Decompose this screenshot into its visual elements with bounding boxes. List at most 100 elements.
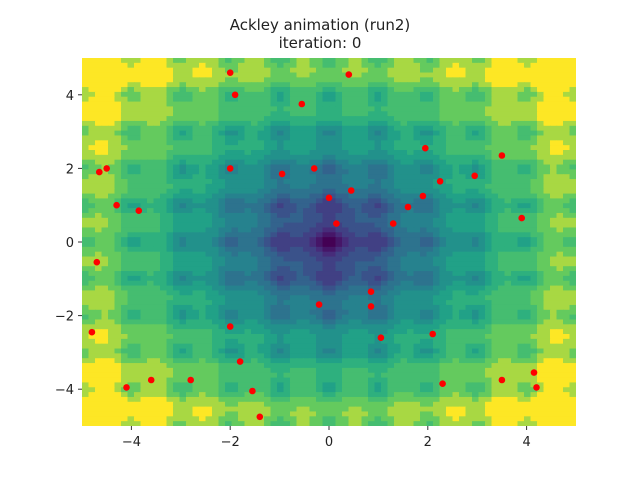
contour-cell [192, 334, 200, 340]
contour-cell [270, 246, 278, 253]
contour-cell [283, 164, 291, 170]
contour-cell [186, 348, 194, 354]
contour-cell [439, 348, 447, 354]
contour-cell [478, 290, 486, 296]
contour-cell [244, 87, 252, 93]
contour-cell [114, 125, 122, 132]
contour-cell [199, 372, 207, 379]
contour-cell [121, 91, 129, 98]
contour-cell [569, 334, 576, 340]
contour-cell [459, 338, 467, 345]
contour-cell [296, 188, 304, 195]
contour-cell [186, 271, 194, 277]
contour-cell [400, 304, 408, 311]
contour-cell [153, 87, 161, 93]
contour-cell [498, 67, 506, 74]
contour-cell [199, 212, 207, 219]
contour-cell [244, 222, 252, 229]
contour-cell [296, 232, 304, 238]
contour-cell [179, 338, 187, 345]
contour-cell [153, 304, 161, 311]
contour-cell [147, 372, 155, 379]
contour-cell [433, 62, 441, 69]
contour-cell [550, 295, 558, 301]
contour-cell [452, 208, 460, 214]
contour-cell [95, 58, 103, 64]
contour-cell [95, 183, 103, 190]
contour-cell [166, 334, 174, 340]
contour-cell [238, 256, 246, 262]
contour-cell [504, 266, 512, 272]
contour-cell [244, 120, 252, 127]
contour-cell [498, 145, 506, 151]
contour-cell [127, 62, 135, 69]
contour-cell [225, 212, 233, 219]
contour-cell [140, 62, 148, 69]
contour-cell [244, 106, 252, 112]
contour-cell [82, 338, 90, 345]
contour-cell [192, 203, 200, 209]
contour-cell [504, 179, 512, 185]
contour-cell [524, 77, 532, 83]
contour-cell [511, 169, 519, 175]
contour-cell [134, 62, 142, 69]
contour-cell [238, 140, 246, 146]
contour-cell [485, 266, 493, 272]
contour-cell [478, 280, 486, 287]
contour-cell [212, 77, 220, 83]
contour-cell [511, 353, 519, 359]
contour-cell [121, 150, 129, 156]
contour-cell [296, 67, 304, 74]
contour-cell [322, 343, 330, 350]
contour-cell [114, 353, 122, 359]
contour-cell [212, 266, 220, 272]
contour-cell [244, 261, 252, 267]
contour-cell [452, 290, 460, 296]
contour-cell [121, 179, 129, 185]
contour-cell [186, 87, 194, 93]
contour-cell [556, 91, 564, 98]
contour-cell [134, 314, 142, 321]
contour-cell [283, 150, 291, 156]
contour-cell [550, 145, 558, 151]
contour-cell [459, 130, 467, 137]
contour-cell [387, 338, 395, 345]
contour-cell [452, 275, 460, 282]
contour-cell [394, 217, 402, 224]
contour-cell [192, 290, 200, 296]
contour-cell [212, 169, 220, 175]
contour-cell [446, 280, 454, 287]
contour-cell [108, 300, 116, 306]
contour-cell [153, 227, 161, 233]
contour-cell [101, 198, 109, 204]
contour-cell [192, 353, 200, 359]
contour-cell [355, 91, 363, 98]
contour-cell [153, 58, 161, 64]
contour-cell [147, 280, 155, 287]
contour-cell [465, 367, 473, 374]
contour-cell [537, 343, 545, 350]
contour-cell [153, 222, 161, 229]
contour-cell [218, 304, 226, 311]
contour-cell [491, 154, 499, 161]
contour-cell [374, 82, 382, 88]
contour-cell [368, 295, 376, 301]
contour-cell [205, 212, 213, 219]
contour-cell [407, 169, 415, 175]
contour-cell [342, 261, 350, 267]
contour-cell [485, 125, 493, 132]
contour-cell [121, 271, 129, 277]
contour-cell [381, 106, 389, 112]
contour-cell [114, 183, 122, 190]
contour-cell [283, 96, 291, 103]
contour-cell [361, 135, 369, 141]
contour-cell [322, 285, 330, 292]
contour-cell [238, 183, 246, 190]
contour-cell [160, 96, 168, 103]
contour-cell [218, 343, 226, 350]
contour-cell [400, 300, 408, 306]
contour-cell [88, 232, 96, 238]
contour-cell [498, 208, 506, 214]
contour-cell [205, 106, 213, 112]
contour-cell [270, 353, 278, 359]
